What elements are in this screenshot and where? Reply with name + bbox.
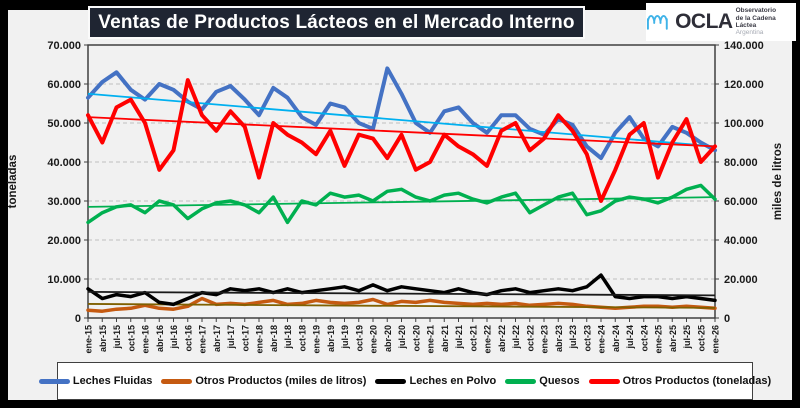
- logo-subtitle: Observatorio de la Cadena Láctea Argenti…: [735, 7, 777, 37]
- legend-swatch-leches-fluidas: [38, 378, 70, 384]
- legend-label: Leches Fluidas: [72, 375, 153, 387]
- legend-item-leches-fluidas: Leches Fluidas: [38, 375, 153, 387]
- chart-title: Ventas de Productos Lácteos en el Mercad…: [98, 11, 575, 33]
- legend-item-otros-productos-toneladas: Otros Productos (toneladas): [588, 375, 772, 387]
- ocla-logo: OCLA Observatorio de la Cadena Láctea Ar…: [646, 3, 796, 41]
- legend-label: Otros Productos (miles de litros): [195, 375, 367, 387]
- legend-label: Quesos: [539, 375, 580, 387]
- legend-item-leches-en-polvo: Leches en Polvo: [375, 375, 496, 387]
- legend-swatch-quesos: [505, 378, 537, 384]
- legend-item-quesos: Quesos: [505, 375, 580, 387]
- legend-label: Leches en Polvo: [409, 375, 497, 387]
- chart-title-box: Ventas de Productos Lácteos en el Mercad…: [88, 6, 585, 39]
- legend: Leches Fluidas Otros Productos (miles de …: [38, 362, 771, 400]
- legend-swatch-otros-productos-miles-de-litros: [161, 378, 193, 384]
- legend-swatch-leches-en-polvo: [375, 378, 407, 384]
- chart-background: [8, 10, 792, 400]
- legend-label: Otros Productos (toneladas): [622, 375, 772, 387]
- legend-item-otros-productos-miles-de-litros: Otros Productos (miles de litros): [161, 375, 366, 387]
- legend-swatch-otros-productos-toneladas: [588, 378, 620, 384]
- logo-text: OCLA: [675, 10, 733, 33]
- ocla-wave-icon: [646, 14, 668, 30]
